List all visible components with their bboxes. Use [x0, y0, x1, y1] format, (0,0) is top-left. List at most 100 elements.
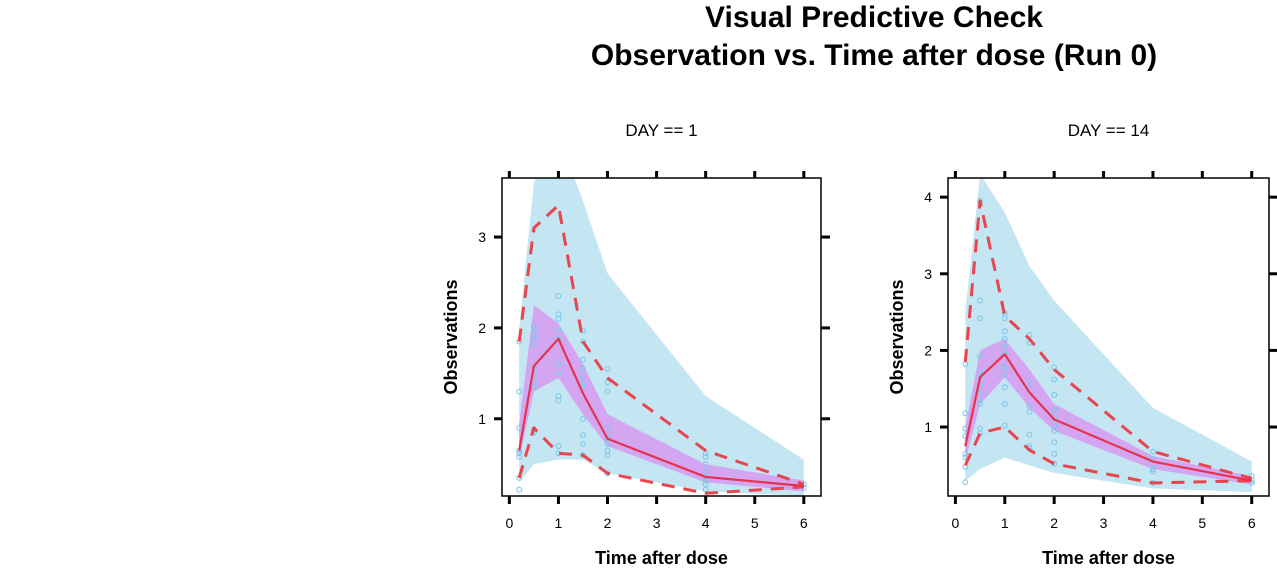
y-tick-label: 1 — [478, 411, 486, 427]
observation-point — [555, 397, 562, 404]
observation-point — [1051, 391, 1058, 398]
observation-point — [580, 381, 586, 388]
observation-point — [977, 297, 984, 304]
observation-point — [604, 452, 611, 459]
observation-point — [1149, 468, 1156, 475]
x-tick-label: 0 — [952, 515, 960, 531]
observation-point — [1026, 431, 1033, 438]
x-axis-title: Time after dose — [1042, 548, 1175, 568]
y-tick-label: 2 — [924, 342, 932, 358]
x-tick-label: 3 — [653, 515, 661, 531]
x-tick-label: 1 — [555, 515, 563, 531]
observation-point — [702, 477, 709, 484]
observation-point — [516, 450, 523, 457]
observed-median-line — [518, 337, 804, 488]
observation-point — [1026, 408, 1033, 415]
observation-point — [1051, 422, 1058, 429]
x-tick-label: 4 — [1149, 515, 1157, 531]
observation-point — [1001, 328, 1008, 335]
x-tick-label: 4 — [702, 515, 710, 531]
observation-point — [604, 365, 611, 372]
observation-point — [580, 415, 586, 422]
x-tick-label: 5 — [751, 515, 759, 531]
observed-p95-dashed-line — [963, 199, 1253, 480]
observation-point — [580, 432, 586, 439]
observation-point — [1051, 450, 1058, 457]
observation-point — [1001, 371, 1008, 378]
observation-point — [516, 388, 523, 395]
plot-frame — [501, 177, 822, 497]
observation-point — [1001, 343, 1008, 350]
y-tick-label: 1 — [924, 419, 932, 435]
observation-point — [1001, 315, 1008, 322]
observation-point — [580, 441, 586, 448]
observation-point — [1149, 448, 1156, 455]
observation-point — [555, 327, 562, 334]
observation-point — [702, 468, 709, 475]
x-tick-label: 1 — [1001, 515, 1009, 531]
observation-point — [530, 384, 537, 390]
observation-point — [555, 443, 562, 449]
observation-point — [530, 341, 537, 348]
y-tick-label: 3 — [924, 266, 932, 282]
observation-point — [530, 332, 537, 339]
observation-point — [1026, 402, 1033, 409]
observation-point — [580, 374, 586, 381]
observed-p5-dashed-line — [963, 425, 1252, 485]
prediction-interval-median-band — [519, 305, 804, 492]
observation-point — [580, 365, 586, 372]
observed-median-line — [964, 353, 1252, 482]
x-tick-label: 3 — [1100, 515, 1108, 531]
title-line-2: Observation vs. Time after dose (Run 0) — [590, 39, 1158, 72]
plot-frame — [947, 177, 1270, 497]
y-tick-label: 4 — [924, 189, 932, 205]
observation-point — [580, 356, 586, 363]
observed-p95-dashed-line — [517, 203, 805, 486]
observation-point — [962, 479, 969, 486]
x-tick-label: 6 — [1248, 515, 1256, 531]
observation-point — [1051, 376, 1058, 383]
title-line-1: Visual Predictive Check — [705, 1, 1043, 34]
observation-point — [1051, 427, 1058, 434]
y-tick-label: 3 — [478, 229, 486, 245]
observation-point — [1149, 466, 1156, 473]
observation-point — [1001, 384, 1008, 391]
observation-point — [555, 361, 562, 368]
observation-point — [1001, 335, 1008, 342]
observation-point — [702, 461, 709, 468]
main-title: Visual Predictive Check Observation vs. … — [0, 0, 1277, 80]
x-tick-label: 2 — [604, 515, 612, 531]
panel-strip-label: DAY == 1 — [625, 121, 697, 140]
x-tick-label: 2 — [1050, 515, 1058, 531]
observation-point — [530, 335, 537, 342]
x-axis-title: Time after dose — [595, 548, 728, 568]
panel-strip-label: DAY == 14 — [1068, 121, 1150, 140]
y-axis-title: Observations — [887, 279, 907, 394]
panel-day-1: 0 1 2 3 4 5 6 1 2 3 DAY == 1 Time after dose Observa… — [441, 121, 830, 568]
plot-area — [516, 178, 807, 496]
y-tick-label: 2 — [478, 320, 486, 336]
observation-point — [962, 450, 969, 457]
observation-point — [604, 441, 611, 448]
observation-point — [516, 453, 523, 460]
observation-point — [977, 315, 984, 322]
observation-point — [1001, 364, 1008, 371]
plot-area — [962, 178, 1255, 493]
observation-point — [977, 401, 984, 407]
x-tick-label: 5 — [1198, 515, 1206, 531]
observation-point — [516, 486, 523, 493]
observation-point — [555, 293, 562, 300]
observation-point — [604, 388, 611, 395]
prediction-interval-median-band — [965, 338, 1252, 485]
observation-point — [604, 379, 611, 386]
observed-p5-dashed-line — [517, 426, 804, 495]
observation-point — [1051, 439, 1058, 446]
observation-point — [1001, 401, 1008, 407]
x-tick-label: 0 — [505, 515, 513, 531]
observation-point — [1051, 407, 1058, 414]
observation-point — [702, 481, 709, 488]
observation-point — [962, 425, 969, 432]
observation-point — [977, 368, 984, 375]
observation-point — [977, 353, 984, 360]
observation-point — [977, 397, 984, 404]
